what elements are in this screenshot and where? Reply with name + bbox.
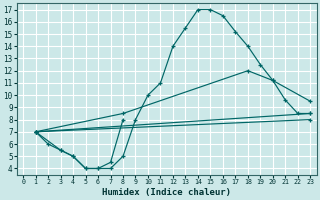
X-axis label: Humidex (Indice chaleur): Humidex (Indice chaleur)	[102, 188, 231, 197]
